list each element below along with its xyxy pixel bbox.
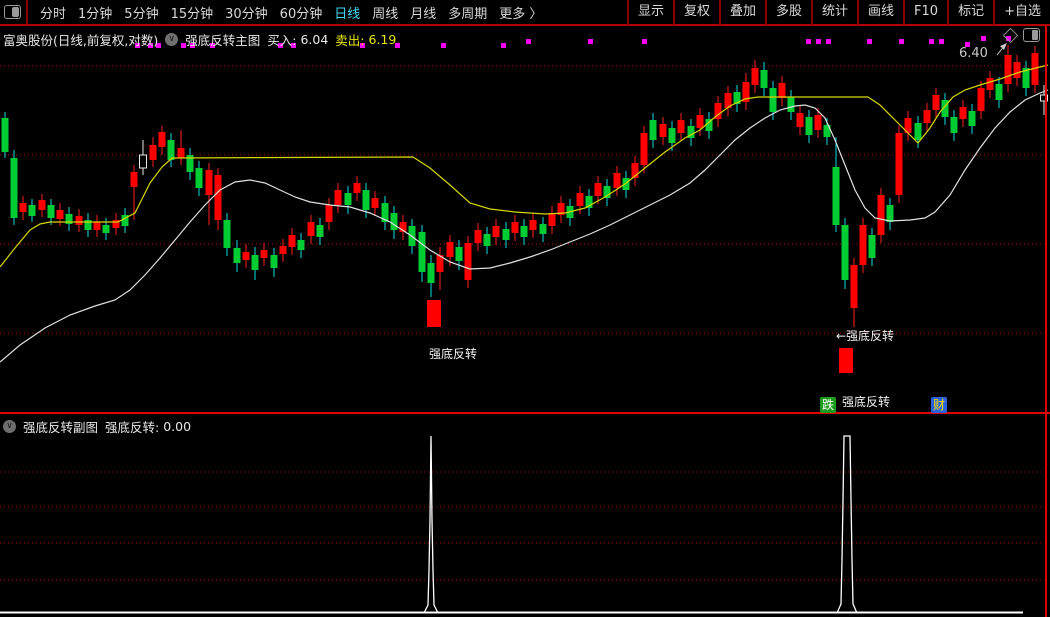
main-indicator-name: 强底反转主图 <box>185 33 261 48</box>
collapse-icon[interactable]: ∨ <box>3 420 16 433</box>
period-tab[interactable]: 60分钟 <box>279 6 323 22</box>
chart-corner-icons <box>1002 27 1040 43</box>
sub-indicator-name: 强底反转副图 <box>23 420 99 435</box>
period-tab[interactable]: 15分钟 <box>170 6 214 22</box>
toolbar-button[interactable]: 显示 <box>626 0 673 25</box>
period-tab[interactable]: 1分钟 <box>78 6 113 22</box>
sell-value: 6.19 <box>368 32 397 47</box>
period-tab[interactable]: 月线 <box>410 6 437 22</box>
panel-toggle-icon[interactable] <box>1023 28 1040 42</box>
period-tab[interactable]: 多周期 <box>448 6 488 22</box>
sell-label: 卖出: <box>335 33 365 48</box>
price-callout: 6.40 <box>959 46 988 61</box>
sub-chart-header: ∨ 强底反转副图 强底反转: 0.00 <box>3 417 198 436</box>
toolbar-button[interactable]: 复权 <box>672 0 719 25</box>
info-mine-badge[interactable]: 跌 <box>820 397 836 413</box>
sub-value: 0.00 <box>163 419 192 434</box>
period-tabs: 分时 1分钟 5分钟 15分钟 30分钟 60分钟 日线 周线 月线 多周期 更多 〉 <box>34 3 548 22</box>
period-tab[interactable]: 更多 〉 <box>499 6 543 22</box>
toolbar-button[interactable]: F10 <box>903 0 947 25</box>
toolbar-button[interactable]: 画线 <box>857 0 903 25</box>
buy-label: 买入: <box>267 33 297 48</box>
diamond-icon[interactable] <box>1002 27 1019 43</box>
period-tab[interactable]: 分时 <box>40 6 67 22</box>
info-mine-badge[interactable]: 财 <box>931 397 947 413</box>
toolbar-buttons: 显示 复权 叠加 多股 统计 画线 F10 标记 +自选 <box>626 0 1050 25</box>
period-tab[interactable]: 日线 <box>334 6 361 22</box>
toolbar-button[interactable]: +自选 <box>993 0 1050 25</box>
toolbar-button[interactable]: 统计 <box>811 0 857 25</box>
sub-value-label: 强底反转: <box>105 420 160 435</box>
signal-label: 强底反转 <box>429 347 478 361</box>
period-tab[interactable]: 周线 <box>372 6 399 22</box>
period-tab[interactable]: 5分钟 <box>124 6 159 22</box>
period-tab[interactable]: 30分钟 <box>225 6 268 22</box>
signal-label: ←强底反转 <box>836 329 895 343</box>
window-layout-icon[interactable] <box>4 5 21 19</box>
symbol-title: 富奥股份(日线,前复权,对数) <box>3 33 159 48</box>
collapse-icon[interactable]: ∨ <box>165 33 179 46</box>
toolbar-button[interactable]: 多股 <box>765 0 811 25</box>
buy-value: 6.04 <box>300 32 329 47</box>
toolbar-button[interactable]: 标记 <box>947 0 993 25</box>
main-chart-header: 富奥股份(日线,前复权,对数) ∨ 强底反转主图 买入: 6.04 卖出: 6.… <box>3 30 403 49</box>
signal-label: 强底反转 <box>842 395 891 409</box>
top-toolbar: 分时 1分钟 5分钟 15分钟 30分钟 60分钟 日线 周线 月线 多周期 更多 〉 显示 复权 叠加… <box>0 0 1050 26</box>
toolbar-button[interactable]: 叠加 <box>718 0 765 25</box>
toolbar-divider <box>26 0 28 25</box>
